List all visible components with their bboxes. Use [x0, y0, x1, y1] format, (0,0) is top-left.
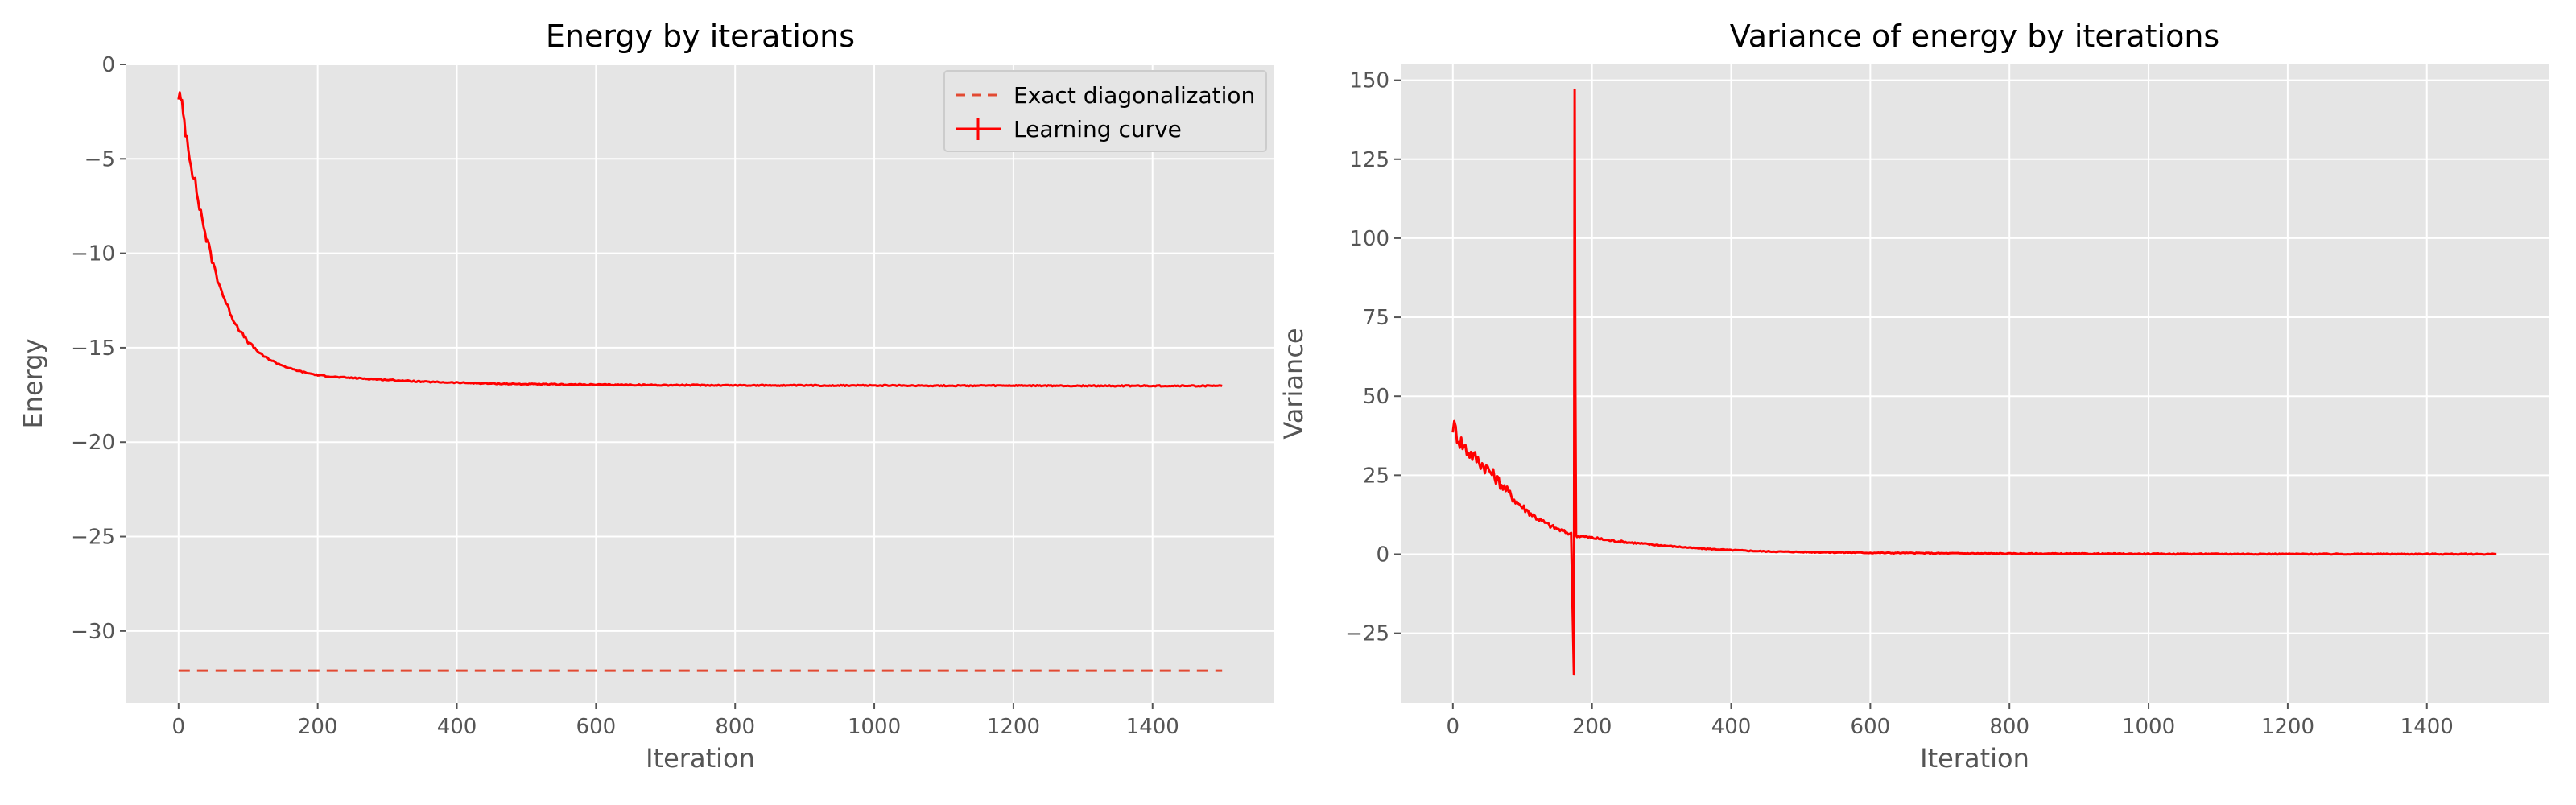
- x-tick-label: 1000: [848, 715, 901, 739]
- legend-label-exact-diagonalization: Exact diagonalization: [1013, 82, 1255, 109]
- y-tick-label: −30: [71, 620, 115, 644]
- y-tick-label: 150: [1349, 69, 1389, 93]
- x-tick-label: 0: [1447, 715, 1460, 739]
- x-tick-label: 200: [1572, 715, 1612, 739]
- energy-chart-title: Energy by iterations: [546, 19, 855, 54]
- variance-y-axis-label: Variance: [1278, 328, 1309, 439]
- x-tick-label: 1400: [1126, 715, 1179, 739]
- y-tick-label: 75: [1363, 306, 1389, 330]
- energy-x-axis-label: Iteration: [646, 743, 755, 774]
- y-tick-label: −25: [71, 526, 115, 550]
- variance-x-ticks: 0 200 400 600 800 1000 1200 1400: [1447, 703, 2454, 739]
- y-tick-label: 0: [1376, 543, 1389, 567]
- y-tick-label: −20: [71, 431, 115, 455]
- x-tick-label: 800: [1989, 715, 2029, 739]
- energy-y-ticks: 0 −5 −10 −15 −20 −25 −30: [71, 53, 126, 644]
- variance-subplot: 150 125 100 75 50 25 0 −25 0 200 400 600 800 1000 120…: [1278, 19, 2549, 774]
- y-tick-label: −15: [71, 336, 115, 361]
- legend: Exact diagonalization Learning curve: [943, 70, 1267, 152]
- energy-plot-area: [126, 64, 1274, 703]
- x-tick-label: 1200: [987, 715, 1040, 739]
- y-tick-label: 50: [1363, 385, 1389, 409]
- x-tick-label: 600: [1851, 715, 1891, 739]
- y-tick-label: 125: [1349, 148, 1389, 172]
- y-tick-label: −5: [85, 147, 115, 171]
- energy-gridlines: [126, 64, 1274, 703]
- x-tick-label: 1000: [2122, 715, 2175, 739]
- x-tick-label: 600: [576, 715, 617, 739]
- x-tick-label: 1200: [2261, 715, 2314, 739]
- energy-y-axis-label: Energy: [18, 338, 48, 428]
- series-line-variance: [1451, 88, 2497, 676]
- y-tick-label: −25: [1345, 622, 1389, 646]
- series-line-learning-curve: [177, 91, 1223, 388]
- x-tick-label: 400: [437, 715, 477, 739]
- x-tick-label: 400: [1711, 715, 1752, 739]
- y-tick-label: −10: [71, 242, 115, 266]
- legend-box: [943, 70, 1267, 152]
- y-tick-label: 0: [101, 53, 115, 77]
- energy-series: [177, 91, 1223, 672]
- y-tick-label: 100: [1349, 227, 1389, 251]
- variance-x-axis-label: Iteration: [1920, 743, 2029, 774]
- energy-x-ticks: 0 200 400 600 800 1000 1200 1400: [172, 703, 1179, 739]
- variance-y-ticks: 150 125 100 75 50 25 0 −25: [1345, 69, 1401, 646]
- x-tick-label: 800: [715, 715, 755, 739]
- x-tick-label: 0: [172, 715, 186, 739]
- legend-label-learning-curve: Learning curve: [1013, 116, 1182, 142]
- variance-chart-title: Variance of energy by iterations: [1730, 19, 2219, 54]
- y-tick-label: 25: [1363, 464, 1389, 488]
- energy-subplot: 0 −5 −10 −15 −20 −25 −30 0 200 400 600 800 1000 1200…: [18, 19, 1274, 774]
- x-tick-label: 200: [298, 715, 338, 739]
- variance-series: [1451, 88, 2497, 676]
- x-tick-label: 1400: [2401, 715, 2454, 739]
